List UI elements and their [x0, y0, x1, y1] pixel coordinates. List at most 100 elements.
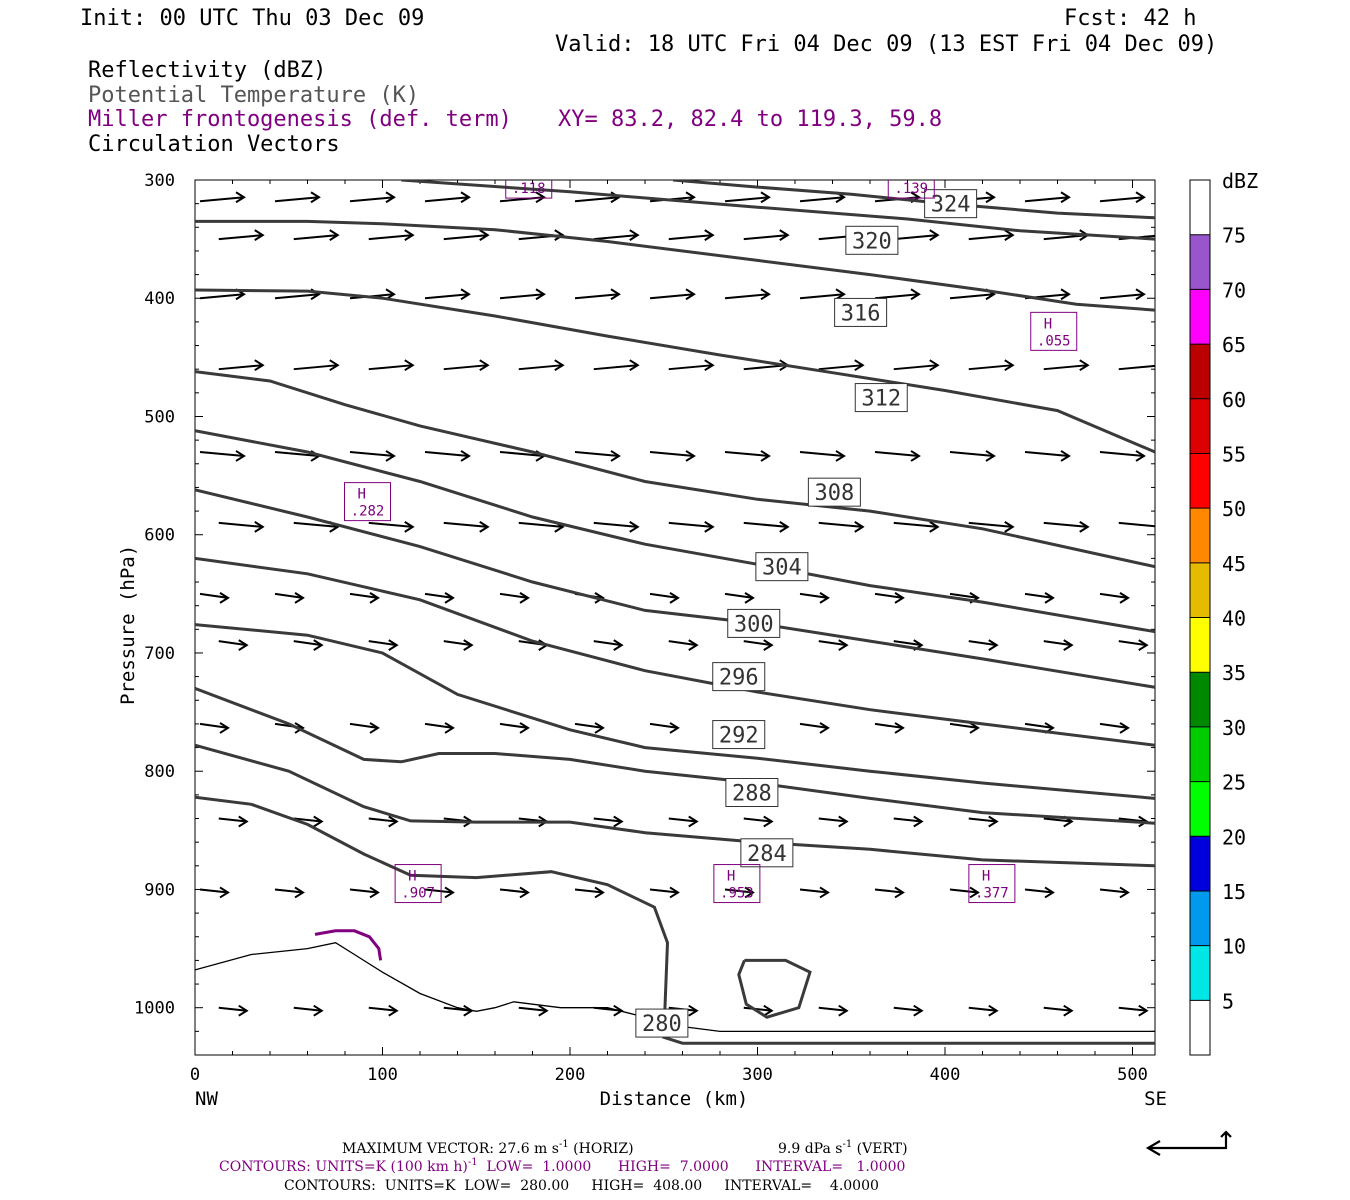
circulation-vector-head [594, 886, 605, 899]
circulation-vector-head [760, 191, 771, 204]
circulation-vector-head [838, 1004, 849, 1017]
circulation-vector-head [929, 229, 940, 241]
circulation-vector [799, 888, 829, 894]
colorbar-segment [1190, 836, 1210, 891]
theta-contour-label: 320 [852, 229, 892, 254]
circulation-vector-head [235, 191, 246, 204]
circulation-vector [818, 364, 863, 371]
circulation-vector [874, 293, 920, 300]
field-vectors: Circulation Vectors [88, 132, 340, 157]
fronto-max-marker: H [408, 869, 416, 885]
circulation-vector-head [238, 1004, 249, 1017]
x-axis-left-endpoint: NW [195, 1088, 218, 1110]
circulation-vector [218, 640, 247, 647]
circulation-vector [199, 722, 229, 729]
circulation-vector [799, 592, 829, 599]
circulation-vector [1099, 293, 1145, 300]
theta-label-box [807, 477, 861, 507]
circulation-vector-head [685, 288, 696, 301]
theta-contour-label: 288 [732, 782, 772, 807]
colorbar-level-label: 20 [1222, 825, 1246, 849]
circulation-vector-head [1154, 229, 1155, 241]
circulation-vector-head [254, 521, 265, 533]
figure-header: Init: 00 UTC Thu 03 Dec 09 Fcst: 42 h Va… [80, 6, 1217, 157]
circulation-vector [218, 364, 263, 371]
circulation-vector-head [554, 229, 565, 241]
circulation-vector-head [854, 521, 865, 533]
theta-contour-label: 316 [841, 301, 881, 326]
circulation-vector-head [1135, 288, 1146, 301]
circulation-vector [1099, 888, 1129, 894]
circulation-vector [199, 888, 229, 894]
circulation-vector-head [404, 359, 415, 372]
circulation-vector [968, 817, 997, 823]
reflectivity-colorbar [1189, 179, 1211, 1056]
field-reflectivity: Reflectivity (dBZ) [88, 58, 326, 83]
circulation-vector [799, 450, 845, 457]
colorbar-segment [1190, 617, 1210, 673]
circulation-vector [368, 817, 397, 823]
circulation-vector [799, 722, 829, 729]
circulation-vector-head [763, 639, 774, 651]
theta-contour-324 [672, 180, 1155, 220]
y-tick-label: 400 [144, 289, 175, 309]
circulation-vector-head [535, 288, 546, 301]
circulation-vector [1043, 364, 1088, 371]
circulation-vector-head [819, 886, 830, 899]
circulation-vector [499, 450, 545, 457]
circulation-vector [424, 592, 454, 599]
circulation-vector-head [688, 815, 699, 828]
circulation-vector [1024, 196, 1070, 203]
circulation-vector-head [329, 229, 340, 241]
theta-contour-300 [195, 488, 1155, 689]
circulation-vector [818, 817, 847, 823]
circulation-vector [218, 817, 247, 823]
x-axis-tick-labels: 0 100 200 300 400 500 [190, 1065, 1148, 1085]
circulation-vector [1024, 450, 1070, 457]
circulation-vector [893, 364, 938, 371]
theta-contour-292 [195, 623, 1155, 800]
circulation-vector-head [835, 288, 846, 301]
circulation-vector-head [704, 521, 715, 533]
circulation-vector [893, 1006, 922, 1012]
circulation-vector-head [594, 722, 605, 734]
colorbar-level-label: 10 [1222, 935, 1246, 959]
circulation-vector [499, 592, 529, 599]
theta-contour-label: 324 [931, 193, 971, 218]
fronto-partial-box [887, 180, 935, 199]
circulation-vector [949, 450, 995, 457]
field-frontogenesis: Miller frontogenesis (def. term) [88, 107, 512, 132]
circulation-vector-head [894, 592, 905, 604]
colorbar-level-label: 65 [1222, 333, 1246, 357]
circulation-vector-head [1154, 521, 1155, 533]
circulation-vector-head [404, 521, 415, 533]
circulation-vector-head [669, 886, 680, 899]
circulation-vector [424, 196, 470, 203]
frontogenesis-contour [314, 929, 383, 961]
theta-label-box [924, 189, 978, 219]
circulation-vector-head [910, 450, 921, 462]
circulation-vector [949, 592, 979, 599]
circulation-vector-head [779, 229, 790, 241]
circulation-vector [743, 521, 788, 528]
circulation-vector [968, 234, 1013, 241]
forecast-hour: Fcst: 42 h [1064, 6, 1196, 31]
circulation-vector [368, 521, 413, 528]
circulation-vector [1118, 521, 1155, 528]
colorbar-segment [1190, 453, 1210, 509]
circulation-vector [949, 888, 979, 894]
circulation-vector-head [1138, 639, 1149, 651]
x-tick-label: 0 [190, 1065, 200, 1085]
circulation-vector-head [388, 639, 399, 651]
circulation-vector [1043, 817, 1072, 823]
theta-contour-308 [195, 370, 1155, 569]
circulation-vector [1118, 364, 1155, 371]
y-tick-label: 700 [144, 644, 175, 664]
circulation-vector [949, 722, 979, 729]
circulation-vector-head [369, 722, 380, 734]
circulation-vector [874, 450, 920, 457]
circulation-vector-head [894, 722, 905, 734]
circulation-vector [874, 888, 904, 894]
circulation-vector-head [1079, 359, 1090, 372]
